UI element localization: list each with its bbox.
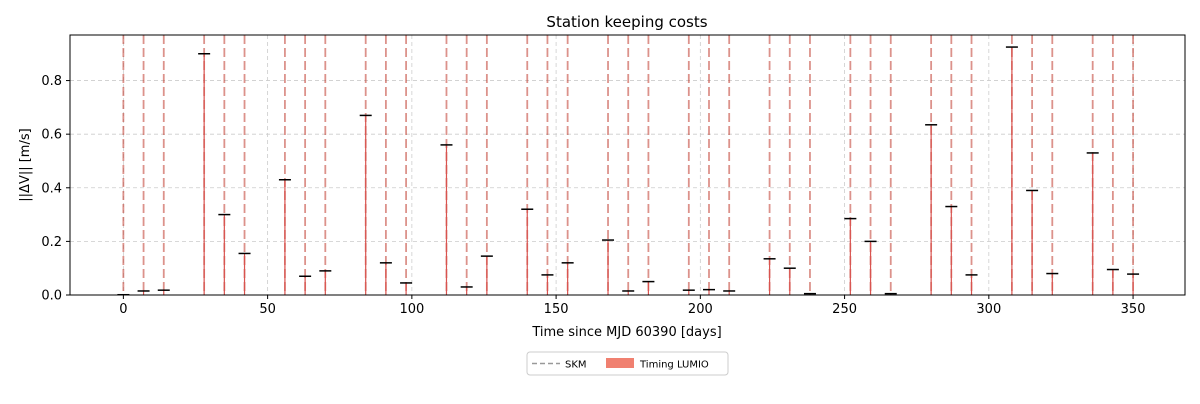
x-tick-label: 250 — [832, 302, 857, 317]
skm-stems — [122, 47, 1134, 295]
x-tick-label: 100 — [399, 302, 424, 317]
legend-skm-label: SKM — [565, 360, 587, 371]
x-tick-label: 50 — [259, 302, 276, 317]
x-tick-label: 300 — [976, 302, 1001, 317]
y-tick-label: 0.4 — [41, 181, 62, 196]
x-tick-label: 350 — [1121, 302, 1146, 317]
x-axis-ticks: 0 50 100 150 200 250 300 350 — [119, 295, 1145, 317]
y-axis-ticks: 0.0 0.2 0.4 0.6 0.8 — [41, 74, 70, 304]
legend-timing-swatch — [606, 358, 634, 368]
y-tick-label: 0.2 — [41, 235, 62, 250]
skm-markers — [117, 46, 1140, 296]
y-tick-label: 0.6 — [41, 128, 62, 143]
chart-title: Station keeping costs — [546, 13, 707, 31]
y-tick-label: 0.0 — [41, 289, 62, 304]
plot-frame — [69, 34, 1186, 296]
legend: SKM Timing LUMIO — [526, 351, 729, 376]
x-tick-label: 200 — [688, 302, 713, 317]
y-tick-label: 0.8 — [41, 74, 62, 89]
timing-lines — [122, 35, 1134, 295]
legend-timing-label: Timing LUMIO — [639, 360, 709, 371]
x-axis-label: Time since MJD 60390 [days] — [531, 325, 721, 340]
y-axis-label: ||ΔV|| [m/s] — [18, 128, 33, 201]
x-tick-label: 0 — [119, 302, 127, 317]
x-tick-label: 150 — [544, 302, 569, 317]
